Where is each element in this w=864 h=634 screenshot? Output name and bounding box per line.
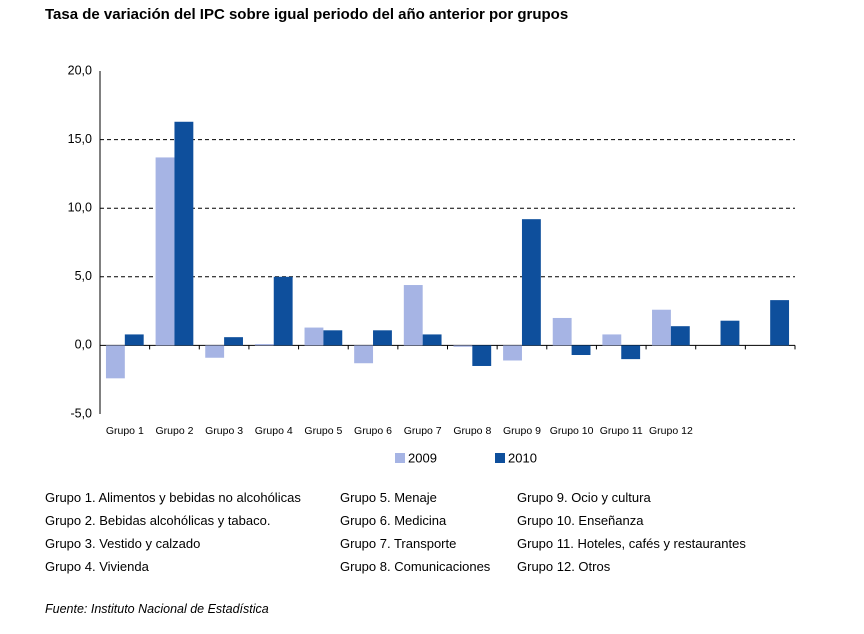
x-tick-label: Grupo 9 (503, 425, 541, 437)
bar (770, 300, 790, 346)
bar (224, 337, 243, 346)
bar (155, 157, 175, 346)
note: Grupo 4. Vivienda (45, 559, 149, 574)
group-notes: Grupo 1. Alimentos y bebidas no alcohóli… (45, 490, 777, 582)
bar (323, 330, 343, 346)
bar (403, 285, 423, 346)
y-tick-label: 15,0 (68, 132, 92, 146)
bar (602, 334, 622, 346)
y-tick-label: 20,0 (68, 63, 92, 77)
bar (720, 320, 740, 346)
x-tick-label: Grupo 6 (354, 425, 392, 437)
x-tick-label: Grupo 7 (404, 425, 442, 437)
bar (453, 345, 473, 347)
bar (205, 345, 225, 358)
bar (354, 345, 374, 364)
x-tick-label: Grupo 11 (600, 425, 643, 437)
note: Grupo 5. Menaje (340, 490, 437, 505)
bar (124, 334, 144, 346)
bar (571, 345, 591, 356)
y-tick-label: 10,0 (68, 200, 92, 214)
bar (521, 219, 541, 346)
x-tick-label: Grupo 12 (649, 425, 693, 437)
note: Grupo 2. Bebidas alcohólicas y tabaco. (45, 513, 271, 528)
note-column: Grupo 5. Menaje Grupo 6. Medicina Grupo 7.… (340, 490, 517, 582)
x-tick-label: Grupo 8 (453, 425, 491, 437)
bar (273, 276, 293, 346)
note-column: Grupo 1. Alimentos y bebidas no alcohóli… (45, 490, 340, 582)
x-tick-label: Grupo 3 (205, 425, 243, 437)
x-tick-label: Grupo 2 (155, 425, 193, 437)
bar (652, 309, 671, 346)
bar (174, 121, 194, 346)
legend-label: 2009 (408, 450, 437, 465)
bar (304, 327, 324, 346)
note: Grupo 1. Alimentos y bebidas no alcohóli… (45, 490, 301, 505)
x-tick-label: Grupo 10 (550, 425, 594, 437)
bar (422, 334, 442, 346)
legend-swatch (495, 453, 505, 463)
source: Fuente: Instituto Nacional de Estadístic… (45, 602, 269, 616)
note: Grupo 12. Otros (517, 559, 611, 574)
bar (472, 345, 492, 366)
y-tick-label: 5,0 (75, 269, 92, 283)
note: Grupo 3. Vestido y calzado (45, 536, 201, 551)
bar (254, 344, 274, 346)
y-tick-label: 0,0 (75, 338, 92, 352)
bar (670, 326, 690, 346)
bar (373, 330, 392, 346)
bar (503, 345, 522, 361)
note: Grupo 10. Enseñanza (517, 513, 644, 528)
legend-swatch (395, 453, 405, 463)
bar (105, 345, 125, 379)
x-tick-label: Grupo 1 (106, 425, 144, 437)
note: Grupo 9. Ocio y cultura (517, 490, 651, 505)
note-column: Grupo 9. Ocio y cultura Grupo 10. Enseñan… (517, 490, 777, 582)
legend-label: 2010 (508, 450, 537, 465)
bar (552, 317, 572, 346)
chart-title: Tasa de variación del IPC sobre igual pe… (45, 6, 569, 23)
note: Grupo 11. Hoteles, cafés y restaurantes (517, 536, 746, 551)
note: Grupo 7. Transporte (340, 536, 457, 551)
x-tick-label: Grupo 4 (255, 425, 293, 437)
x-tick-label: Grupo 5 (304, 425, 342, 437)
note: Grupo 8. Comunicaciones (340, 559, 491, 574)
note: Grupo 6. Medicina (340, 513, 447, 528)
bar (621, 345, 641, 360)
chart: -5,0 0,0 5,0 10,0 15,0 20,0 Grupo 1 Grupo 2 Grup… (68, 63, 796, 465)
y-tick-label: -5,0 (70, 406, 92, 420)
